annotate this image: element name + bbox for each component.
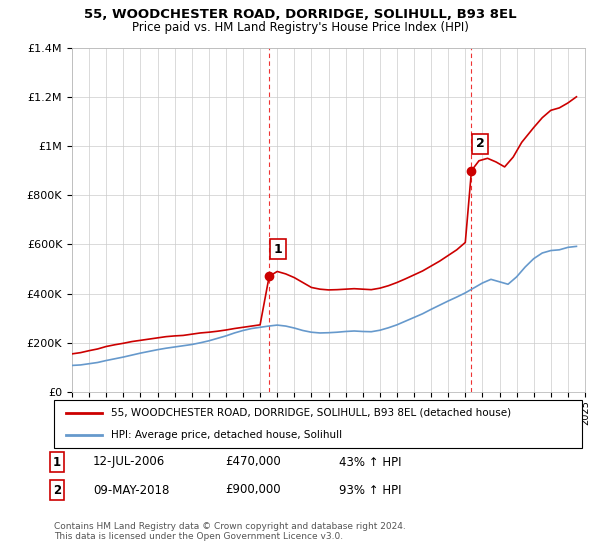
- Text: 2: 2: [53, 483, 61, 497]
- Text: Price paid vs. HM Land Registry's House Price Index (HPI): Price paid vs. HM Land Registry's House …: [131, 21, 469, 34]
- Text: 43% ↑ HPI: 43% ↑ HPI: [339, 455, 401, 469]
- Text: 55, WOODCHESTER ROAD, DORRIDGE, SOLIHULL, B93 8EL (detached house): 55, WOODCHESTER ROAD, DORRIDGE, SOLIHULL…: [111, 408, 511, 418]
- Text: 12-JUL-2006: 12-JUL-2006: [93, 455, 165, 469]
- Text: £470,000: £470,000: [225, 455, 281, 469]
- Text: 2: 2: [476, 137, 484, 150]
- Text: 1: 1: [274, 243, 282, 256]
- Text: 1: 1: [53, 455, 61, 469]
- Text: 93% ↑ HPI: 93% ↑ HPI: [339, 483, 401, 497]
- Text: Contains HM Land Registry data © Crown copyright and database right 2024.: Contains HM Land Registry data © Crown c…: [54, 522, 406, 531]
- Text: This data is licensed under the Open Government Licence v3.0.: This data is licensed under the Open Gov…: [54, 532, 343, 541]
- Text: 09-MAY-2018: 09-MAY-2018: [93, 483, 169, 497]
- Text: HPI: Average price, detached house, Solihull: HPI: Average price, detached house, Soli…: [111, 430, 342, 440]
- Text: £900,000: £900,000: [225, 483, 281, 497]
- Text: 55, WOODCHESTER ROAD, DORRIDGE, SOLIHULL, B93 8EL: 55, WOODCHESTER ROAD, DORRIDGE, SOLIHULL…: [83, 8, 517, 21]
